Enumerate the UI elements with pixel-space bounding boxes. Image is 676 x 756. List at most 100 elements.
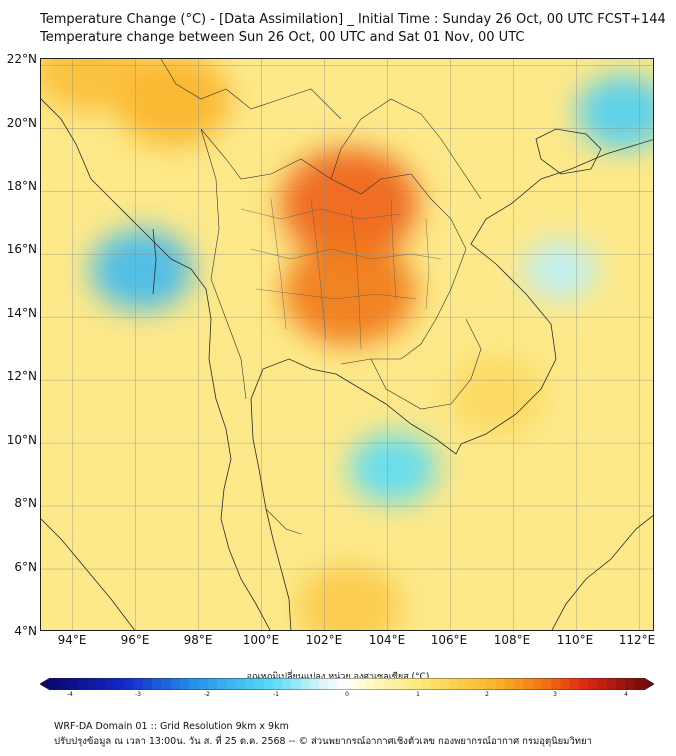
colorbar-cell <box>244 678 255 690</box>
colorbar-cell <box>133 678 144 690</box>
lat-label: 20°N <box>6 116 37 130</box>
title-line-1: Temperature Change (°C) - [Data Assimila… <box>40 12 666 27</box>
coastlines <box>41 98 653 630</box>
colorbar-cell <box>458 678 469 690</box>
lat-label: 18°N <box>6 179 37 193</box>
lat-label: 4°N <box>14 624 37 638</box>
colorbar-cell <box>198 678 209 690</box>
border-malaysia <box>265 508 302 535</box>
map-panel[interactable] <box>40 58 654 631</box>
colorbar-cell <box>235 678 246 690</box>
colorbar-tick: 3 <box>553 691 557 698</box>
footer-model-info: WRF-DA Domain 01 :: Grid Resolution 9km … <box>54 721 289 732</box>
colorbar-cell <box>467 678 478 690</box>
colorbar <box>40 678 654 690</box>
lon-label: 110°E <box>556 633 594 647</box>
colorbar-cell <box>319 678 329 690</box>
colorbar-cell <box>597 678 608 690</box>
colorbar-tick: -4 <box>67 691 73 698</box>
colorbar-cell <box>337 678 348 690</box>
colorbar-cell <box>170 678 181 690</box>
colorbar-cell <box>449 678 459 690</box>
footer-credit: ปรับปรุงข้อมูล ณ เวลา 13:00น. วัน ส. ที่… <box>54 736 592 747</box>
colorbar-cell <box>486 678 496 690</box>
colorbar-cell <box>606 678 617 690</box>
colorbar-cell <box>77 678 88 690</box>
coastline-andaman-islands <box>152 228 157 295</box>
colorbar-cell <box>87 678 97 690</box>
colorbar-cell <box>579 678 589 690</box>
anomaly-blob <box>576 75 653 150</box>
colorbar-cell <box>616 678 626 690</box>
coastline-hainan <box>535 128 602 175</box>
colorbar-tick: -3 <box>135 691 141 698</box>
colorbar-cell <box>124 678 135 690</box>
colorbar-cell <box>588 678 599 690</box>
colorbar-cell <box>421 678 432 690</box>
border-cambodia <box>370 318 482 410</box>
colorbar-cell <box>402 678 413 690</box>
lon-label: 96°E <box>120 633 150 647</box>
lon-label: 100°E <box>242 633 280 647</box>
anomaly-blob <box>283 238 416 346</box>
lat-label: 12°N <box>6 369 37 383</box>
lon-label: 108°E <box>493 633 531 647</box>
colorbar-cell <box>68 678 79 690</box>
coastline-peninsula-east <box>250 358 337 630</box>
colorbar-cell <box>207 678 218 690</box>
lat-label: 22°N <box>6 52 37 66</box>
colorbar-cell <box>560 678 571 690</box>
colorbar-cell <box>541 678 552 690</box>
colorbar-cell <box>569 678 580 690</box>
colorbar-cell <box>300 678 311 690</box>
coastline-sumatra <box>41 518 135 630</box>
anomaly-blob <box>90 229 193 311</box>
lon-label: 112°E <box>618 633 656 647</box>
lat-label: 10°N <box>6 433 37 447</box>
colorbar-tick: -2 <box>204 691 210 698</box>
colorbar-cell <box>272 678 283 690</box>
colorbar-cell <box>217 678 227 690</box>
colorbar-cell <box>504 678 515 690</box>
lon-label: 94°E <box>57 633 87 647</box>
graticule <box>41 59 653 630</box>
colorbar-cell <box>384 678 394 690</box>
colorbar-cell <box>430 678 441 690</box>
colorbar-cell <box>189 678 199 690</box>
colorbar-cell <box>96 678 107 690</box>
colorbar-cell <box>282 678 292 690</box>
border-myanmar-china <box>160 59 342 120</box>
colorbar-tick: -1 <box>273 691 279 698</box>
border-laos <box>330 98 482 200</box>
colorbar-extend-min <box>40 678 50 690</box>
coastline-gulf-east <box>335 373 462 455</box>
colorbar-cells <box>40 678 654 690</box>
colorbar-cell <box>142 678 153 690</box>
anomaly-blob <box>115 59 232 147</box>
colorbar-cell <box>634 678 645 690</box>
lon-label: 106°E <box>430 633 468 647</box>
anomaly-blob <box>449 357 546 435</box>
colorbar-cell <box>347 678 357 690</box>
lat-label: 14°N <box>6 306 37 320</box>
anomaly-blob <box>523 240 598 300</box>
colorbar-cell <box>161 678 172 690</box>
temperature-change-map <box>41 59 653 630</box>
colorbar-cell <box>523 678 534 690</box>
colorbar-cell <box>226 678 237 690</box>
colorbar-cell <box>328 678 339 690</box>
colorbar-cell <box>532 678 543 690</box>
anomaly-blob <box>349 433 438 504</box>
coastline-vietnam <box>460 139 653 445</box>
colorbar-cell <box>254 678 264 690</box>
coastline-borneo <box>551 515 653 630</box>
colorbar-cell <box>356 678 367 690</box>
colorbar-cell <box>114 678 125 690</box>
title-line-2: Temperature change between Sun 26 Oct, 0… <box>40 30 525 45</box>
colorbar-cell <box>476 678 487 690</box>
colorbar-cell <box>495 678 506 690</box>
colorbar-extend-max <box>644 678 654 690</box>
colorbar-cell <box>411 678 422 690</box>
colorbar-cell <box>374 678 385 690</box>
colorbar-cell <box>309 678 320 690</box>
